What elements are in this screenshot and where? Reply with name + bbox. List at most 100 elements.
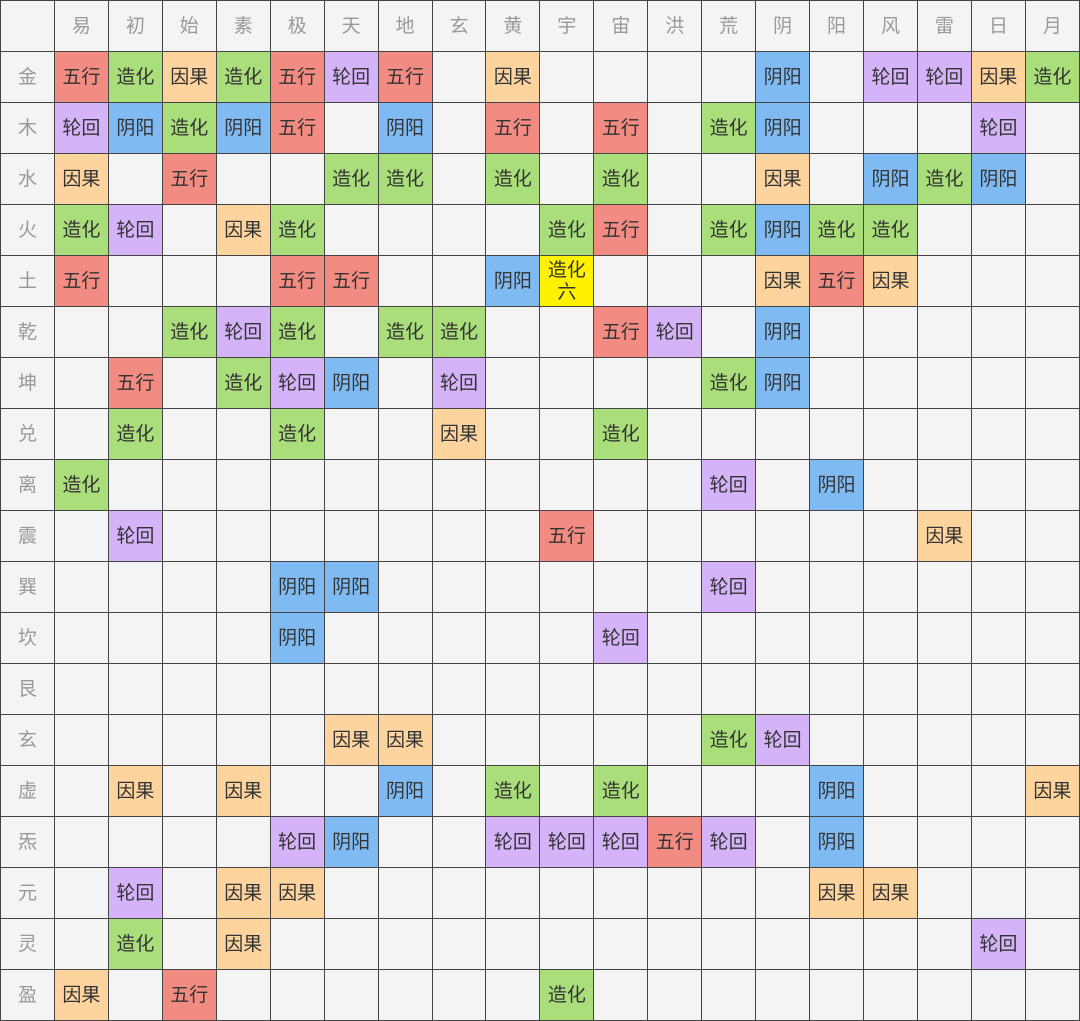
tile[interactable]: 阴阳 <box>269 561 325 613</box>
tile[interactable]: 轮回 <box>755 714 811 766</box>
empty-cell[interactable] <box>647 561 703 613</box>
empty-cell[interactable] <box>539 459 595 511</box>
empty-cell[interactable] <box>970 612 1026 664</box>
tile[interactable]: 因果 <box>53 153 109 205</box>
tile[interactable]: 因果 <box>215 918 271 970</box>
tile[interactable]: 因果 <box>215 765 271 817</box>
tile[interactable]: 造化 <box>215 357 271 409</box>
tile[interactable]: 轮回 <box>215 306 271 358</box>
tile[interactable]: 轮回 <box>970 918 1026 970</box>
empty-cell[interactable] <box>1024 510 1080 562</box>
empty-cell[interactable] <box>161 459 217 511</box>
empty-cell[interactable] <box>269 459 325 511</box>
empty-cell[interactable] <box>647 51 703 103</box>
tile[interactable]: 阴阳 <box>970 153 1026 205</box>
empty-cell[interactable] <box>107 612 163 664</box>
tile[interactable]: 轮回 <box>107 510 163 562</box>
empty-cell[interactable] <box>809 663 864 715</box>
empty-cell[interactable] <box>107 459 163 511</box>
tile[interactable]: 阴阳 <box>755 306 811 358</box>
tile[interactable]: 因果 <box>863 867 918 919</box>
empty-cell[interactable] <box>970 969 1026 1021</box>
tile[interactable]: 五行 <box>323 255 379 307</box>
empty-cell[interactable] <box>215 714 271 766</box>
tile[interactable]: 轮回 <box>593 612 649 664</box>
empty-cell[interactable] <box>431 918 487 970</box>
empty-cell[interactable] <box>593 969 649 1021</box>
empty-cell[interactable] <box>809 408 864 460</box>
highlighted-tile[interactable]: 造化六 <box>539 255 595 307</box>
tile[interactable]: 轮回 <box>323 51 379 103</box>
tile[interactable]: 造化 <box>701 204 757 256</box>
tile[interactable]: 因果 <box>161 51 217 103</box>
empty-cell[interactable] <box>970 816 1026 868</box>
tile[interactable]: 造化 <box>53 204 109 256</box>
tile[interactable]: 造化 <box>107 408 163 460</box>
empty-cell[interactable] <box>1024 663 1080 715</box>
empty-cell[interactable] <box>161 255 217 307</box>
empty-cell[interactable] <box>323 663 379 715</box>
empty-cell[interactable] <box>755 561 811 613</box>
empty-cell[interactable] <box>539 153 595 205</box>
empty-cell[interactable] <box>53 714 109 766</box>
empty-cell[interactable] <box>863 459 918 511</box>
empty-cell[interactable] <box>916 408 972 460</box>
empty-cell[interactable] <box>161 765 217 817</box>
tile[interactable]: 轮回 <box>916 51 972 103</box>
tile[interactable]: 阴阳 <box>755 357 811 409</box>
empty-cell[interactable] <box>269 153 325 205</box>
empty-cell[interactable] <box>647 714 703 766</box>
empty-cell[interactable] <box>539 408 595 460</box>
empty-cell[interactable] <box>485 561 541 613</box>
tile[interactable]: 轮回 <box>970 102 1026 154</box>
empty-cell[interactable] <box>970 867 1026 919</box>
empty-cell[interactable] <box>107 969 163 1021</box>
empty-cell[interactable] <box>647 255 703 307</box>
tile[interactable]: 造化 <box>269 306 325 358</box>
empty-cell[interactable] <box>593 510 649 562</box>
empty-cell[interactable] <box>1024 306 1080 358</box>
empty-cell[interactable] <box>431 714 487 766</box>
tile[interactable]: 因果 <box>1024 765 1080 817</box>
empty-cell[interactable] <box>377 459 433 511</box>
empty-cell[interactable] <box>970 765 1026 817</box>
empty-cell[interactable] <box>863 969 918 1021</box>
tile[interactable]: 五行 <box>539 510 595 562</box>
empty-cell[interactable] <box>485 867 541 919</box>
tile[interactable]: 五行 <box>161 969 217 1021</box>
empty-cell[interactable] <box>377 255 433 307</box>
tile[interactable]: 五行 <box>809 255 864 307</box>
tile[interactable]: 因果 <box>755 255 811 307</box>
tile[interactable]: 轮回 <box>107 204 163 256</box>
empty-cell[interactable] <box>215 816 271 868</box>
empty-cell[interactable] <box>539 765 595 817</box>
empty-cell[interactable] <box>53 867 109 919</box>
tile[interactable]: 因果 <box>431 408 487 460</box>
empty-cell[interactable] <box>215 561 271 613</box>
empty-cell[interactable] <box>647 357 703 409</box>
empty-cell[interactable] <box>377 204 433 256</box>
tile[interactable]: 阴阳 <box>269 612 325 664</box>
empty-cell[interactable] <box>323 612 379 664</box>
empty-cell[interactable] <box>431 663 487 715</box>
empty-cell[interactable] <box>161 510 217 562</box>
tile[interactable]: 造化 <box>269 204 325 256</box>
tile[interactable]: 轮回 <box>593 816 649 868</box>
empty-cell[interactable] <box>215 969 271 1021</box>
empty-cell[interactable] <box>647 969 703 1021</box>
tile[interactable]: 因果 <box>215 867 271 919</box>
tile[interactable]: 造化 <box>107 51 163 103</box>
empty-cell[interactable] <box>161 663 217 715</box>
tile[interactable]: 因果 <box>755 153 811 205</box>
empty-cell[interactable] <box>755 510 811 562</box>
empty-cell[interactable] <box>863 102 918 154</box>
tile[interactable]: 造化 <box>539 204 595 256</box>
empty-cell[interactable] <box>431 255 487 307</box>
empty-cell[interactable] <box>701 408 757 460</box>
empty-cell[interactable] <box>647 867 703 919</box>
empty-cell[interactable] <box>215 408 271 460</box>
empty-cell[interactable] <box>755 918 811 970</box>
empty-cell[interactable] <box>647 663 703 715</box>
empty-cell[interactable] <box>863 408 918 460</box>
empty-cell[interactable] <box>539 102 595 154</box>
